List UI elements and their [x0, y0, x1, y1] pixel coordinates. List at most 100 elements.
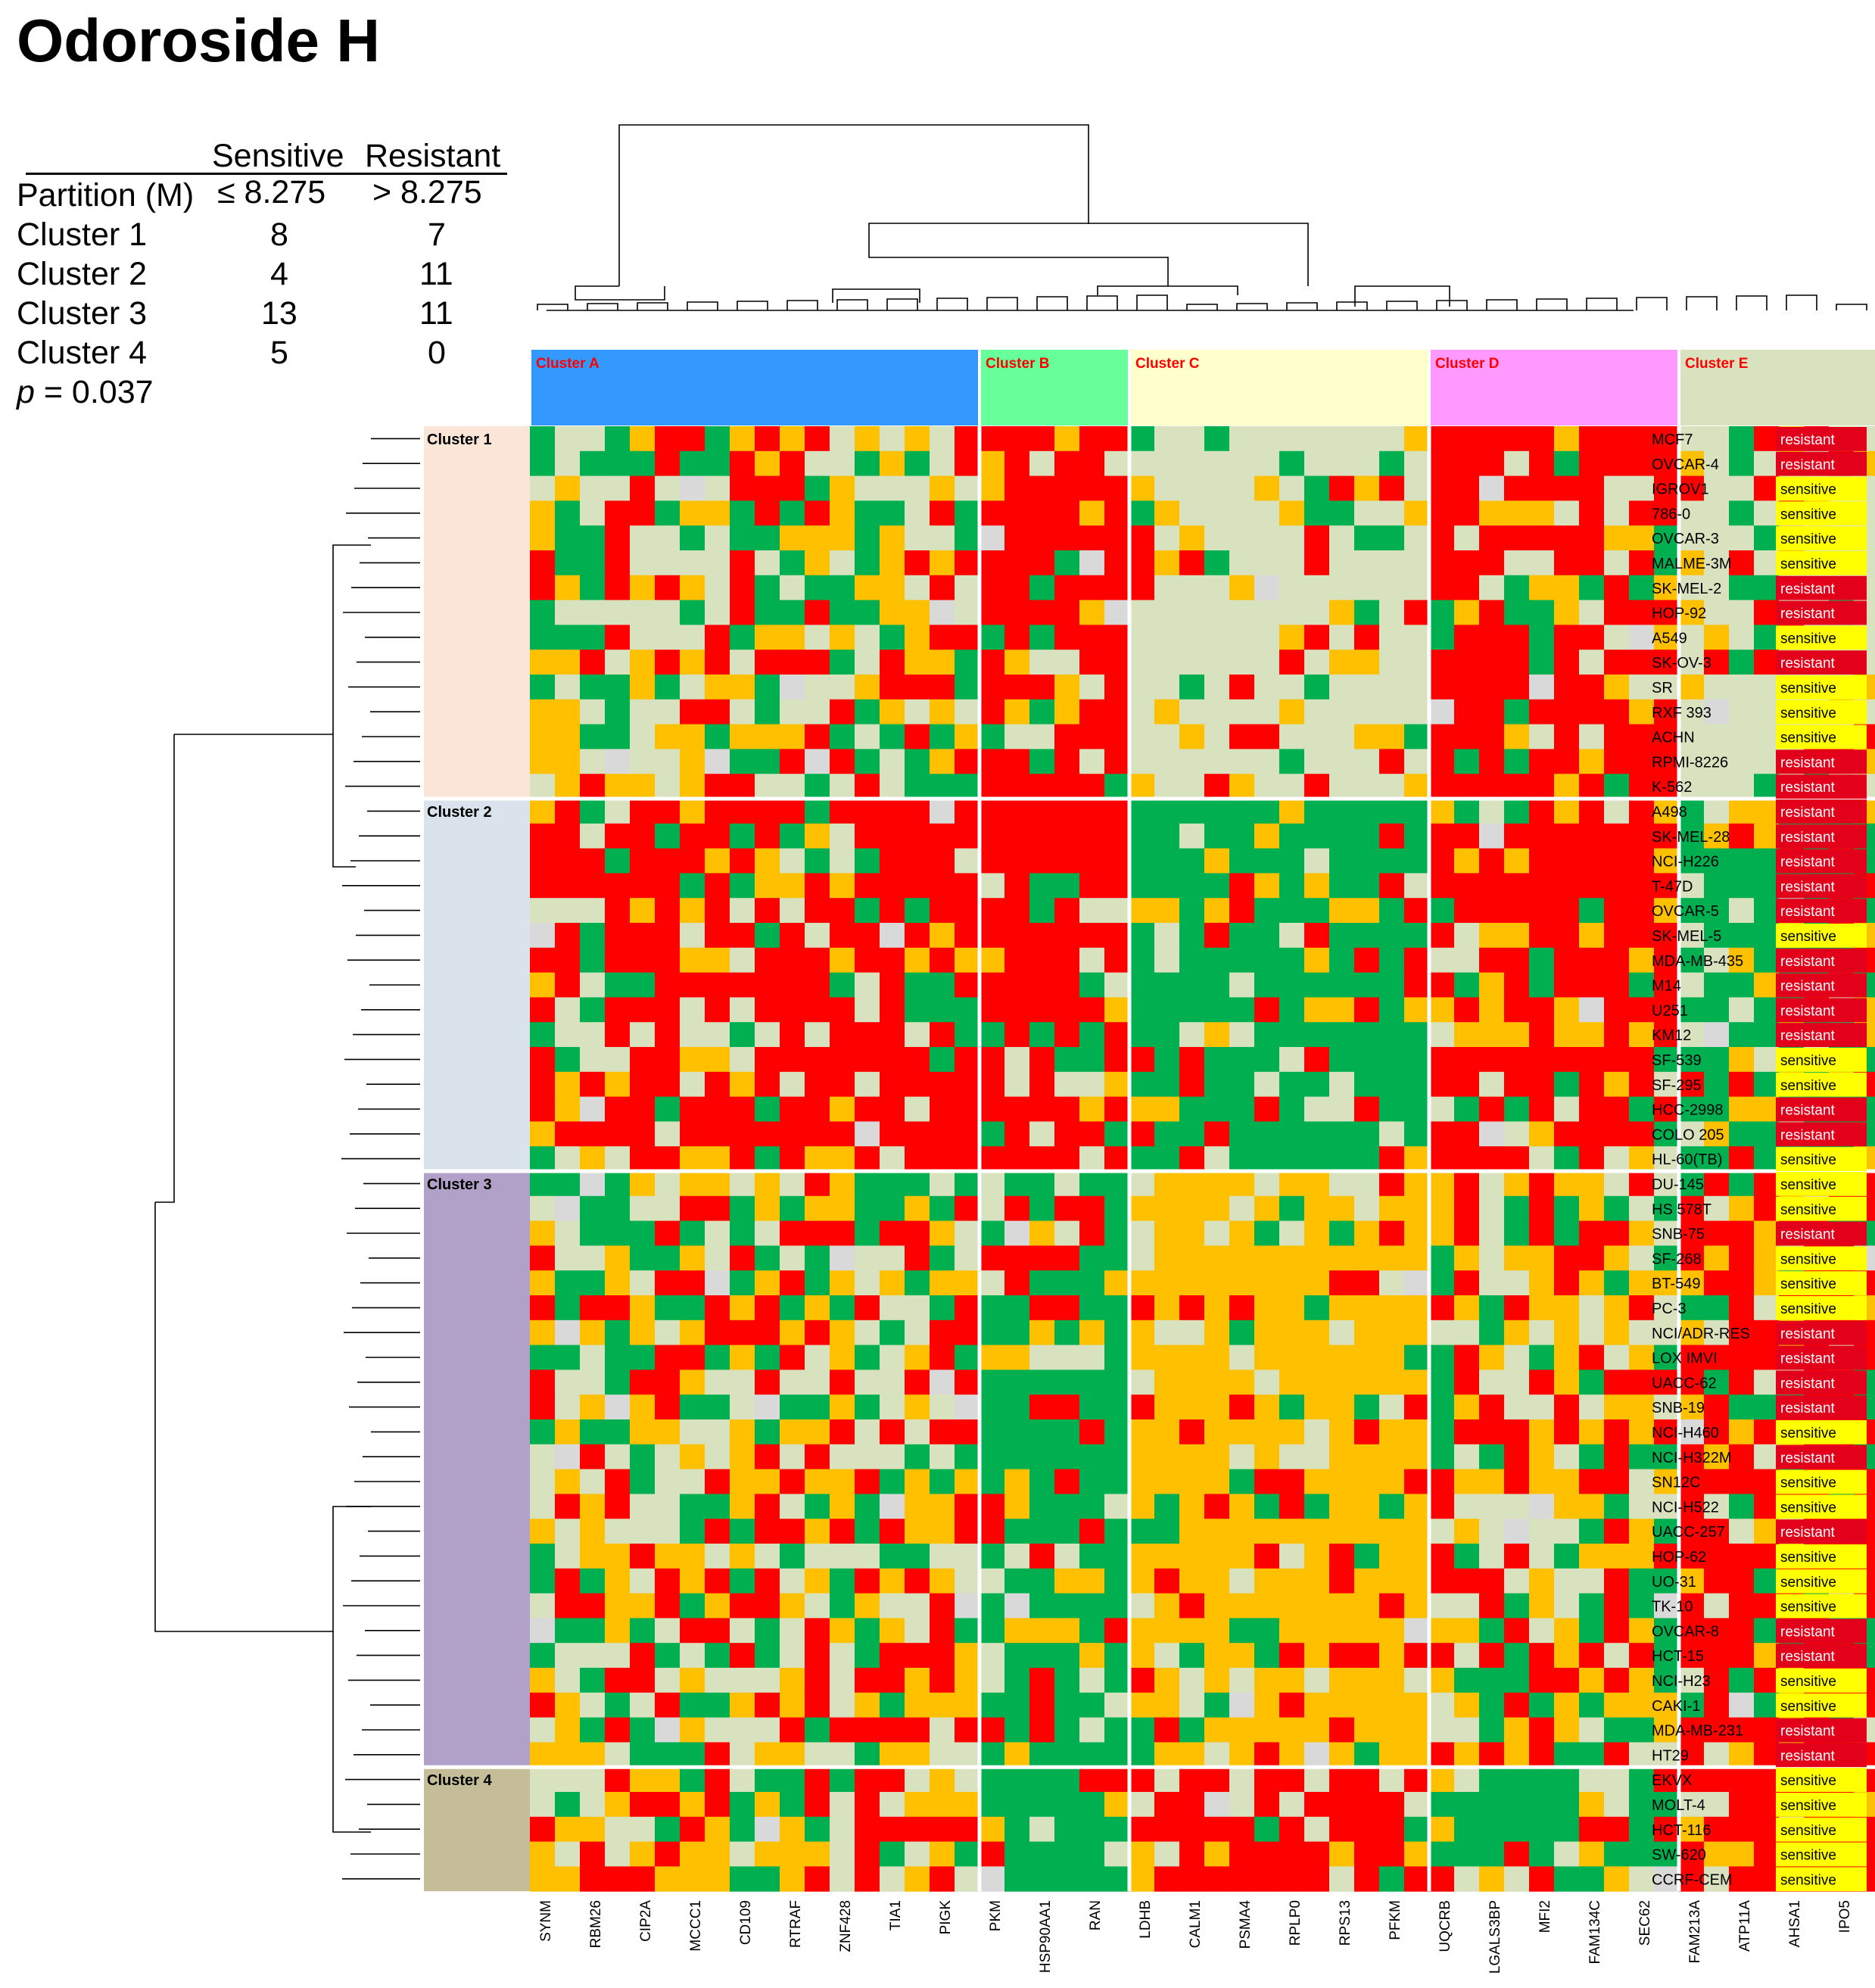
heatmap-cell [580, 500, 606, 526]
heatmap-cell [1354, 699, 1380, 725]
heatmap-cell [1454, 575, 1480, 601]
heatmap-cell [1754, 1767, 1780, 1793]
heatmap-cell [530, 699, 556, 725]
heatmap-cell [780, 749, 805, 774]
heatmap-cell [1679, 575, 1705, 601]
heatmap-cell [1029, 724, 1055, 749]
heatmap-cell [605, 873, 631, 899]
heatmap-cell [905, 1270, 930, 1296]
column-gene-label: RPLP0 [1288, 1900, 1303, 1946]
heatmap-cell [880, 525, 905, 551]
heatmap-cell [1354, 724, 1380, 749]
heatmap-cell [1479, 749, 1505, 774]
heatmap-cell [1754, 997, 1780, 1023]
heatmap-cell [1204, 972, 1230, 998]
heatmap-cell [1554, 1419, 1580, 1445]
heatmap-cell [705, 1692, 730, 1718]
heatmap-cell [1004, 500, 1030, 526]
heatmap-cell [1504, 1668, 1530, 1694]
heatmap-cell [1604, 1668, 1630, 1694]
heatmap-cell [580, 525, 606, 551]
heatmap-cell [830, 1369, 855, 1395]
heatmap-cell [1504, 1568, 1530, 1594]
heatmap-cell [1729, 1792, 1755, 1818]
heatmap-cell [1079, 1841, 1105, 1867]
heatmap-cell [780, 972, 805, 998]
heatmap-cell [530, 1022, 556, 1048]
heatmap-cell [1254, 1295, 1280, 1321]
heatmap-cell [630, 699, 656, 725]
heatmap-cell [880, 1220, 905, 1246]
heatmap-cell [1029, 1419, 1055, 1445]
heatmap-cell [1179, 749, 1205, 774]
heatmap-cell [780, 1245, 805, 1271]
heatmap-cell [580, 923, 606, 949]
heatmap-cell [830, 1320, 855, 1346]
heatmap-cell [1529, 1245, 1555, 1271]
heatmap-cell [855, 1469, 880, 1494]
heatmap-cell [880, 1022, 905, 1048]
heatmap-cell [1054, 1047, 1080, 1073]
heatmap-cell [1529, 947, 1555, 974]
heatmap-cell [1679, 525, 1705, 551]
heatmap-cell [655, 699, 681, 725]
heatmap-cell [1704, 799, 1730, 824]
heatmap-cell [1529, 848, 1555, 874]
heatmap-cell [980, 650, 1005, 675]
heatmap-cell [805, 625, 830, 650]
heatmap-cell [755, 1618, 780, 1644]
heatmap-cell [855, 997, 880, 1023]
column-gene-label: PSMA4 [1238, 1900, 1254, 1949]
heatmap-cell [980, 724, 1005, 749]
heatmap-cell [1054, 1444, 1080, 1470]
header-resistant: Resistant [365, 138, 501, 174]
heatmap-cell [1379, 1121, 1405, 1147]
heatmap-cell [1004, 575, 1030, 601]
heatmap-cell [980, 799, 1005, 824]
heatmap-cell [1029, 898, 1055, 924]
heatmap-cell [1754, 1245, 1780, 1271]
heatmap-cell [1504, 1618, 1530, 1644]
heatmap-cell [1229, 600, 1255, 625]
heatmap-cell [880, 625, 905, 650]
heatmap-cell [1454, 1345, 1480, 1370]
heatmap-cell [655, 1618, 681, 1644]
heatmap-cell [1354, 1245, 1380, 1271]
heatmap-cell [1679, 823, 1705, 849]
heatmap-cell [1404, 749, 1430, 774]
heatmap-cell [655, 749, 681, 774]
heatmap-cell [530, 1618, 556, 1644]
stats-row-resistant: 7 [428, 217, 446, 253]
row-cluster-band [424, 1171, 530, 1768]
heatmap-cell [555, 575, 581, 601]
heatmap-cell [630, 1220, 656, 1246]
heatmap-cell [1104, 972, 1130, 998]
heatmap-cell [1279, 1369, 1305, 1395]
heatmap-cell [1479, 1717, 1505, 1743]
heatmap-cell [1729, 575, 1755, 601]
heatmap-cell [830, 898, 855, 924]
heatmap-cell [1229, 1792, 1255, 1818]
heatmap-cell [1604, 1270, 1630, 1296]
response-badge [1776, 1296, 1867, 1320]
heatmap-cell [805, 1469, 830, 1494]
heatmap-cell [1729, 475, 1755, 501]
heatmap-cell [705, 1419, 730, 1445]
heatmap-cell [1179, 1071, 1205, 1098]
column-gene-label: PIGK [938, 1900, 954, 1935]
heatmap-cell [630, 1866, 656, 1892]
heatmap-cell [630, 799, 656, 824]
heatmap-cell [1004, 1866, 1030, 1892]
heatmap-cell [830, 1295, 855, 1321]
heatmap-cell [530, 1444, 556, 1470]
response-badge [1776, 675, 1867, 700]
heatmap-cell [1079, 1717, 1105, 1743]
heatmap-cell [1654, 1444, 1680, 1470]
heatmap-cell [730, 724, 755, 749]
heatmap-cell [930, 625, 955, 650]
heatmap-cell [705, 1345, 730, 1370]
heatmap-cell [1029, 947, 1055, 974]
heatmap-cell [955, 575, 980, 601]
heatmap-cell [1004, 1245, 1030, 1271]
heatmap-cell [955, 749, 980, 774]
